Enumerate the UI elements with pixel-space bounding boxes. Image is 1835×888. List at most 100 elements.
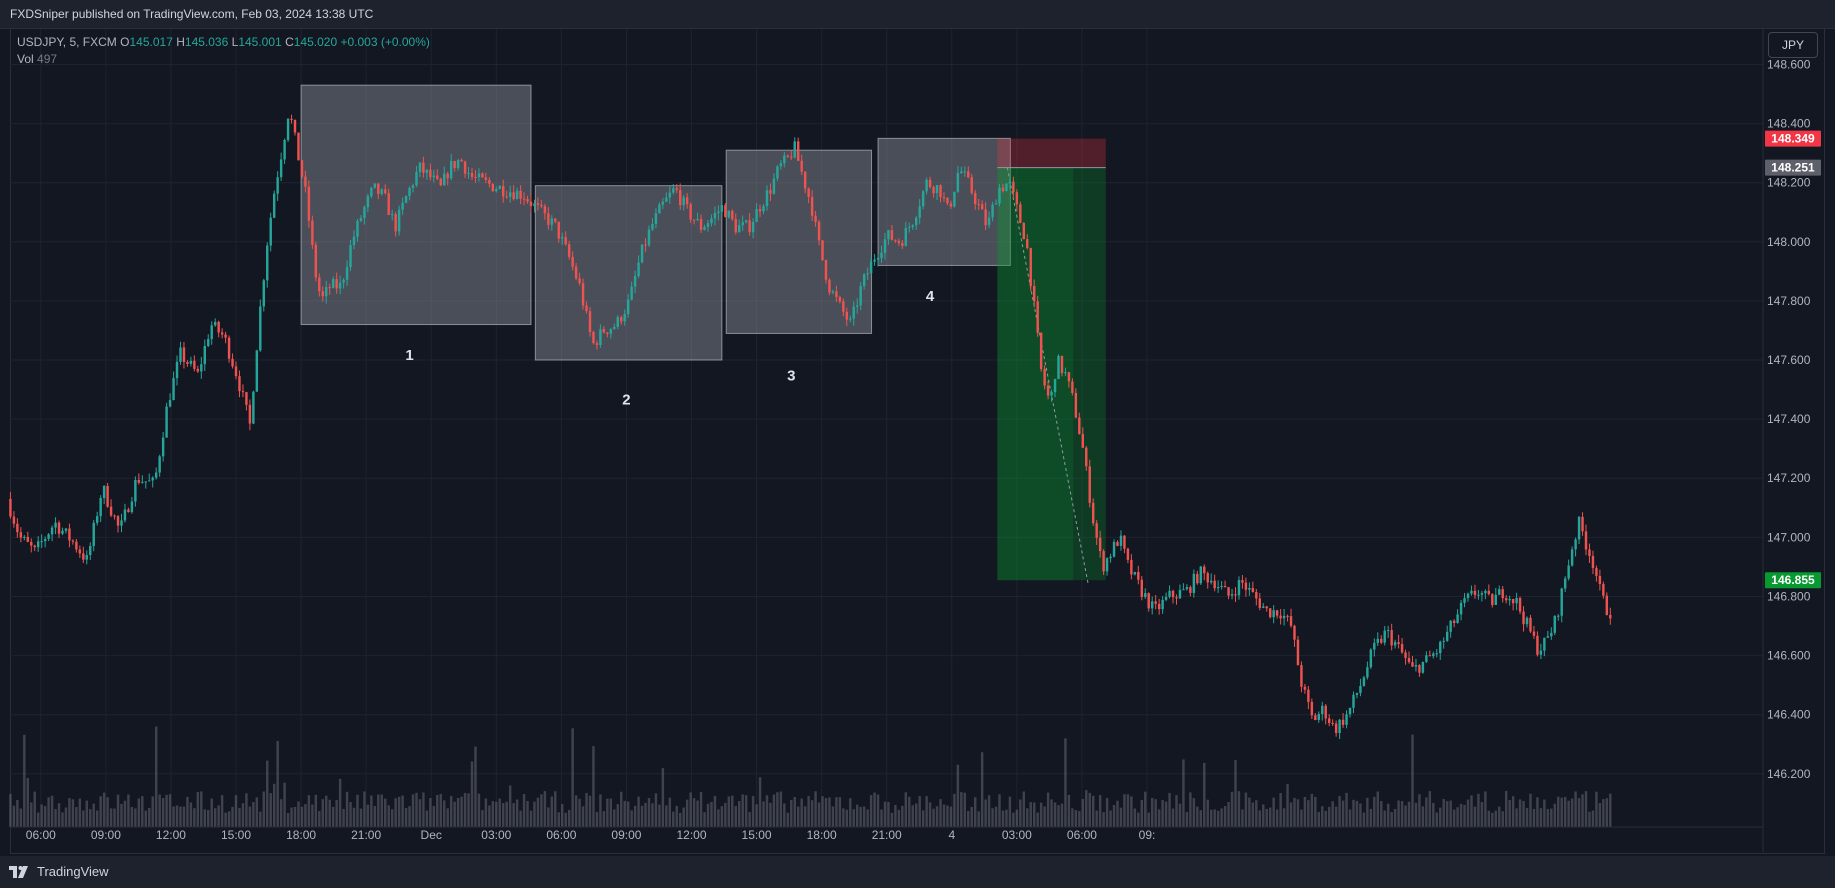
symbol-label[interactable]: USDJPY, 5, FXCM — [17, 35, 117, 49]
candle-body — [880, 252, 883, 258]
volume-bar — [814, 791, 817, 827]
candle-body — [1602, 583, 1605, 596]
volume-bar — [661, 768, 665, 827]
volume-bar — [1022, 791, 1026, 827]
candle-body — [1591, 556, 1595, 569]
volume-bar — [331, 806, 335, 827]
candle-body — [286, 118, 290, 140]
volume-bar — [519, 810, 522, 827]
volume-bar — [1380, 801, 1383, 827]
candle-body — [439, 178, 442, 186]
high-label: H — [176, 35, 185, 49]
candle-body — [213, 321, 217, 326]
volume-bar — [245, 793, 248, 827]
volume-bar — [1331, 801, 1334, 827]
candle-body — [120, 520, 123, 526]
candle-body — [495, 188, 498, 192]
candle-body — [116, 516, 120, 526]
candle-body — [842, 301, 845, 312]
candle-body — [1407, 658, 1411, 663]
y-tick-label: 148.200 — [1767, 176, 1811, 190]
volume-bar — [984, 799, 987, 827]
candle-body — [1577, 516, 1581, 540]
candle-body — [883, 239, 887, 253]
volume-bar — [727, 796, 731, 827]
candle-body — [953, 191, 956, 207]
candle-body — [338, 282, 342, 289]
volume-bar — [1407, 801, 1411, 827]
candle-body — [1300, 665, 1303, 687]
volume-bar — [578, 798, 581, 827]
volume-bar — [1376, 791, 1379, 827]
volume-bar — [495, 801, 498, 827]
candle-body — [328, 287, 331, 289]
volume-bar — [1119, 807, 1123, 827]
candle-body — [554, 218, 557, 222]
volume-bar — [411, 794, 415, 827]
currency-button[interactable]: JPY — [1768, 32, 1818, 58]
candle-body — [290, 118, 293, 120]
candle-body — [821, 240, 824, 261]
volume-bar — [1327, 806, 1331, 827]
candle-body — [300, 160, 304, 177]
volume-bar — [1324, 810, 1327, 827]
tradingview-logo-icon — [9, 865, 28, 878]
volume-bar — [1546, 809, 1550, 827]
x-tick-label: 12:00 — [156, 828, 186, 842]
volume-label[interactable]: Vol — [17, 52, 34, 66]
candle-body — [1321, 705, 1324, 715]
volume-bar — [1595, 791, 1598, 827]
volume-bar — [1019, 799, 1022, 827]
candle-body — [304, 176, 307, 187]
volume-bar — [1477, 793, 1480, 827]
candle-body — [564, 237, 567, 245]
x-tick-label: 03:00 — [1002, 828, 1032, 842]
candle-body — [1563, 578, 1567, 589]
candle-body — [550, 218, 554, 225]
candle-body — [1598, 575, 1602, 584]
candle-body — [543, 206, 547, 214]
candle-body — [581, 283, 585, 306]
volume-bar — [1216, 810, 1220, 827]
volume-bar — [786, 812, 790, 827]
candle-body — [85, 555, 88, 560]
candle-body — [1022, 222, 1026, 240]
volume-bar — [703, 812, 706, 827]
volume-bar — [644, 802, 647, 827]
candle-body — [1046, 385, 1050, 396]
change-value: +0.003 (+0.00%) — [340, 35, 430, 49]
candle-body — [835, 291, 838, 298]
candlestick-chart[interactable]: 1 2 3 4 148.600 148.400 148.200 148.000 147.800… — [0, 0, 1835, 856]
candle-body — [1498, 589, 1501, 595]
candle-body — [9, 498, 12, 517]
volume-bar — [432, 806, 436, 827]
candle-body — [672, 188, 675, 193]
candle-body — [238, 376, 241, 392]
volume-bar — [349, 802, 352, 827]
chart-frame[interactable] — [10, 28, 1825, 854]
volume-bar — [987, 795, 991, 827]
volume-bar — [1539, 808, 1543, 827]
candle-body — [522, 198, 526, 200]
candle-body — [793, 141, 796, 158]
candle-body — [849, 318, 852, 320]
candle-body — [1289, 616, 1293, 626]
volume-bar — [741, 794, 744, 827]
candle-body — [1376, 638, 1379, 643]
volume-bar — [227, 811, 231, 827]
candle-body — [925, 179, 928, 192]
volume-bar — [1178, 803, 1182, 827]
volume-bar — [1230, 791, 1234, 827]
volume-bar — [710, 801, 713, 827]
footer-brand[interactable]: TradingView — [9, 864, 109, 879]
take-profit-progress — [997, 167, 1074, 581]
candle-body — [602, 329, 606, 333]
candle-body — [956, 173, 960, 192]
candle-body — [595, 343, 599, 345]
candle-body — [30, 541, 33, 546]
volume-bar — [713, 795, 717, 827]
candle-body — [866, 273, 869, 275]
x-tick-label: Dec — [421, 828, 442, 842]
volume-bar — [99, 796, 102, 827]
candle-body — [352, 236, 356, 246]
